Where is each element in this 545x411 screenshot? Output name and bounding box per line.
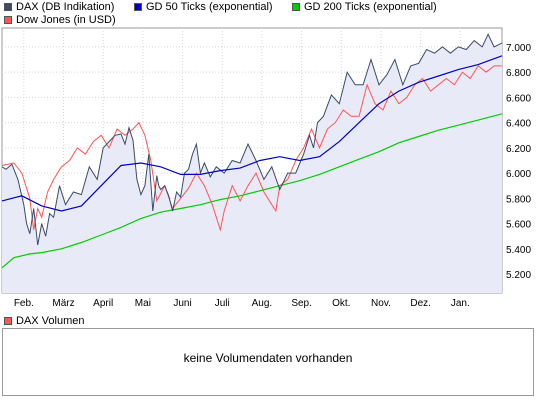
y-tick-label: 7.000 [506, 43, 531, 54]
legend-label-dow: Dow Jones (in USD) [16, 14, 116, 26]
x-tick-label: Mai [135, 298, 151, 309]
volume-panel: keine Volumendaten vorhanden [2, 328, 534, 396]
dax-swatch [4, 3, 12, 11]
dax-line [1, 33, 503, 246]
dow-jones-line [1, 65, 502, 232]
x-tick-label: Nov. [371, 298, 391, 309]
x-tick-label: Okt. [332, 298, 350, 309]
legend-item-dow: Dow Jones (in USD) [4, 14, 116, 26]
legend-item-volume: DAX Volumen [4, 315, 84, 327]
legend-label-gd50: GD 50 Ticks (exponential) [146, 1, 273, 13]
legend-item-gd50: GD 50 Ticks (exponential) [134, 1, 273, 13]
volume-title: DAX Volumen [16, 315, 85, 327]
x-tick-label: Juni [173, 298, 191, 309]
x-tick-label: März [52, 298, 74, 309]
y-tick-label: 6.200 [506, 144, 531, 155]
dow-swatch [4, 16, 12, 24]
gd50-line [1, 55, 503, 212]
y-tick-label: 5.400 [506, 245, 531, 256]
y-tick-label: 5.600 [506, 220, 531, 231]
gd50-swatch [134, 3, 142, 11]
gd200-line [1, 113, 503, 269]
y-tick-label: 6.400 [506, 119, 531, 130]
volume-swatch [4, 317, 12, 325]
y-tick-label: 6.000 [506, 169, 531, 180]
x-tick-label: Jan. [451, 298, 470, 309]
x-tick-label: Juli [215, 298, 230, 309]
y-tick-label: 6.800 [506, 68, 531, 79]
y-axis-ticks: 5.200 5.400 5.600 5.800 6.000 6.200 6.400 6.600… [506, 43, 531, 281]
legend-item-gd200: GD 200 Ticks (exponential) [292, 1, 437, 13]
x-tick-label: Sep. [291, 298, 312, 309]
legend-item-dax: DAX (DB Indikation) [4, 1, 114, 13]
volume-message: keine Volumendaten vorhanden [183, 351, 353, 365]
x-tick-label: Aug. [252, 298, 273, 309]
price-chart: 5.200 5.400 5.600 5.800 6.000 6.200 6.400 6.600… [1, 27, 531, 309]
y-tick-label: 5.200 [506, 270, 531, 281]
y-tick-label: 5.800 [506, 194, 531, 205]
x-tick-label: Dez. [410, 298, 431, 309]
x-axis-ticks: Feb. März April Mai Juni Juli Aug. Sep. Okt. Nov.… [14, 298, 470, 309]
x-tick-label: April [93, 298, 113, 309]
legend-label-gd200: GD 200 Ticks (exponential) [304, 1, 437, 13]
legend-label-dax: DAX (DB Indikation) [16, 1, 115, 13]
x-tick-label: Feb. [14, 298, 34, 309]
gd200-swatch [292, 3, 300, 11]
y-tick-label: 6.600 [506, 93, 531, 104]
